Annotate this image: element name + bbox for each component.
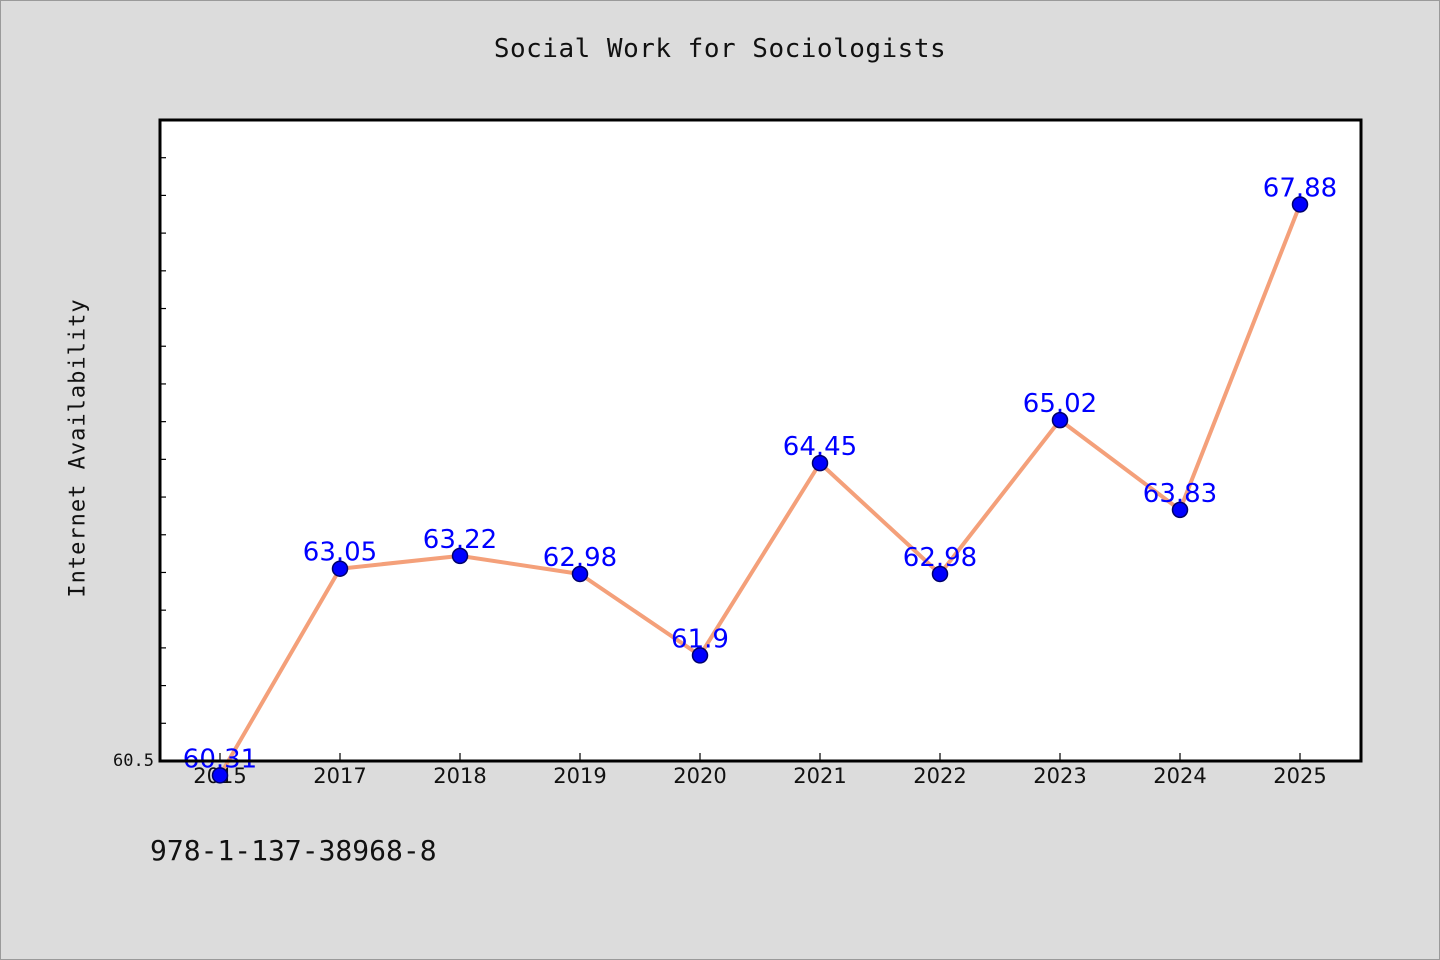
data-label: 62.98 xyxy=(543,543,617,573)
x-tick-label: 2024 xyxy=(1153,764,1206,788)
data-point xyxy=(811,454,829,472)
data-label: 64.45 xyxy=(783,432,857,462)
data-point xyxy=(571,565,589,583)
plot-border xyxy=(158,118,1363,763)
data-point xyxy=(691,647,709,664)
x-tick-label: 2018 xyxy=(433,764,486,788)
data-point xyxy=(1171,501,1189,519)
x-tick-label: 2017 xyxy=(313,764,366,788)
series-markers xyxy=(211,196,1309,784)
x-tick-label: 2022 xyxy=(913,764,966,788)
x-tick-label: 2020 xyxy=(673,764,726,788)
data-label: 63.05 xyxy=(303,538,377,568)
data-label: 65.02 xyxy=(1023,389,1097,419)
data-point xyxy=(331,560,349,577)
data-point xyxy=(1051,411,1069,429)
series-polyline xyxy=(218,202,1302,778)
x-tick-label: 2025 xyxy=(1273,764,1326,788)
data-point xyxy=(451,547,469,565)
data-labels: 60.31 63.05 63.22 62.98 61.9 64.45 62.98 65.02 6… xyxy=(183,173,1337,774)
data-label: 63.83 xyxy=(1143,479,1217,509)
series-line xyxy=(218,202,1302,778)
data-label: 67.88 xyxy=(1263,173,1337,203)
data-label: 63.22 xyxy=(423,525,497,555)
chart-title: Social Work for Sociologists xyxy=(493,34,947,64)
data-point xyxy=(211,767,229,784)
data-point xyxy=(1291,196,1309,213)
isbn-footnote: 978-1-137-38968-8 xyxy=(150,834,437,867)
x-tick-label: 2023 xyxy=(1033,764,1086,788)
y-tick-label-min: 60.5 xyxy=(113,751,154,771)
data-label: 60.31 xyxy=(183,744,257,774)
x-tick-label: 2021 xyxy=(793,764,846,788)
plot-area xyxy=(160,120,1361,761)
data-label: 61.9 xyxy=(671,624,729,654)
data-label: 62.98 xyxy=(903,543,977,573)
x-tick-label: 2019 xyxy=(553,764,606,788)
data-point xyxy=(931,565,949,583)
